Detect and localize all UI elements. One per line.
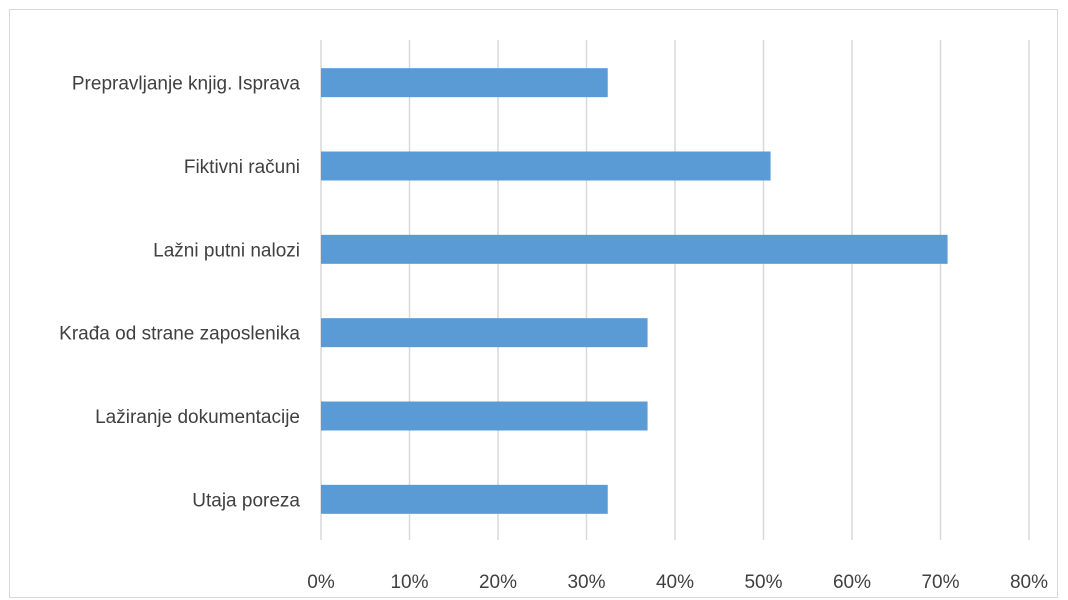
category-labels: Prepravljanje knjig. Isprava Fiktivni rač… bbox=[59, 74, 300, 512]
x-tick-label: 30% bbox=[567, 572, 605, 593]
bar bbox=[321, 68, 608, 98]
x-tick-labels: 0% 10% 20% 30% 40% 50% 60% 70% 80% bbox=[307, 572, 1048, 593]
x-tick-label: 0% bbox=[307, 572, 335, 593]
bar bbox=[321, 401, 648, 431]
gridlines bbox=[320, 40, 1030, 540]
bar bbox=[321, 484, 608, 514]
category-label: Lažiranje dokumentacije bbox=[95, 407, 300, 428]
category-label: Krađa od strane zaposlenika bbox=[59, 324, 300, 345]
x-tick-label: 10% bbox=[390, 572, 428, 593]
bar bbox=[321, 151, 771, 181]
category-label: Utaja poreza bbox=[192, 490, 300, 511]
x-tick-label: 50% bbox=[744, 572, 782, 593]
x-tick-label: 80% bbox=[1010, 572, 1048, 593]
bars bbox=[321, 68, 948, 514]
x-tick-label: 70% bbox=[921, 572, 959, 593]
category-label: Lažni putni nalozi bbox=[153, 240, 300, 261]
bar bbox=[321, 234, 948, 264]
category-label: Prepravljanje knjig. Isprava bbox=[72, 74, 301, 95]
category-label: Fiktivni računi bbox=[184, 157, 300, 178]
x-tick-label: 20% bbox=[479, 572, 517, 593]
bar bbox=[321, 318, 648, 348]
x-tick-label: 60% bbox=[833, 572, 871, 593]
x-tick-label: 40% bbox=[656, 572, 694, 593]
